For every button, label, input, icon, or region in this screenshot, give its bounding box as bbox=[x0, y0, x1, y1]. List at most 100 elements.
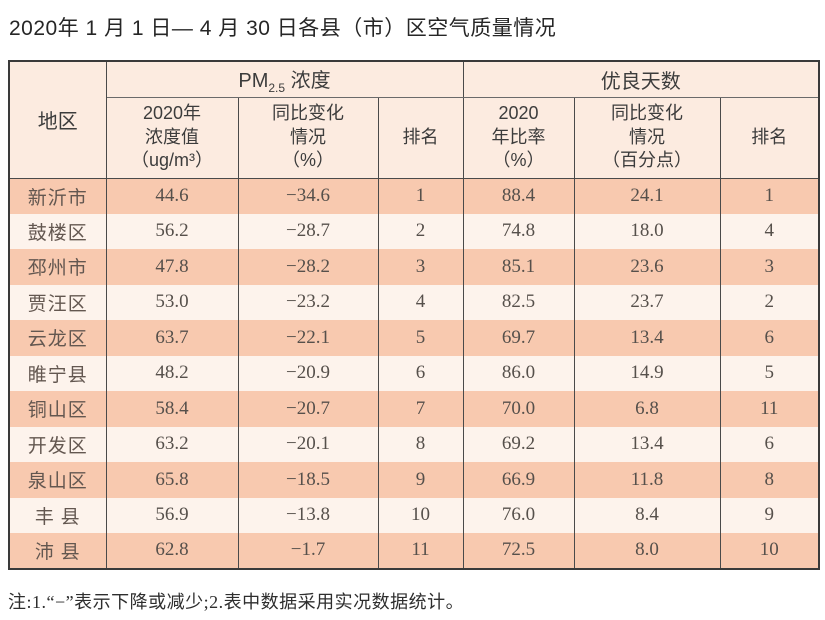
good-ratio-cell: 82.5 bbox=[462, 284, 575, 320]
good-rank-cell: 5 bbox=[719, 355, 820, 391]
region-cell: 开发区 bbox=[8, 426, 107, 462]
pm-change-cell: −28.7 bbox=[237, 213, 379, 249]
table-row: 泉山区 65.8 −18.5 9 66.9 11.8 8 bbox=[8, 462, 820, 498]
pm-change-cell: −20.9 bbox=[237, 355, 379, 391]
pm-rank-cell: 8 bbox=[377, 426, 464, 462]
table-row: 贾汪区 53.0 −23.2 4 82.5 23.7 2 bbox=[8, 284, 820, 320]
table-row: 云龙区 63.7 −22.1 5 69.7 13.4 6 bbox=[8, 320, 820, 356]
good-change-cell: 13.4 bbox=[573, 320, 721, 356]
good-rank-cell: 10 bbox=[719, 533, 820, 569]
pm25-label-suffix: 浓度 bbox=[285, 69, 331, 92]
good-ratio-cell: 69.2 bbox=[462, 426, 575, 462]
good-rank-cell: 6 bbox=[719, 320, 820, 356]
good-change-cell: 11.8 bbox=[573, 462, 721, 498]
pm-rank-column-header: 排名 bbox=[377, 97, 464, 179]
table-row: 邳州市 47.8 −28.2 3 85.1 23.6 3 bbox=[8, 249, 820, 285]
good-ratio-cell: 85.1 bbox=[462, 249, 575, 285]
good-change-cell: 23.7 bbox=[573, 284, 721, 320]
good-change-cell: 14.9 bbox=[573, 355, 721, 391]
pm-rank-cell: 1 bbox=[377, 178, 464, 214]
pm-value-cell: 56.9 bbox=[105, 497, 239, 533]
region-column-header: 地区 bbox=[8, 61, 107, 179]
pm-rank-cell: 10 bbox=[377, 497, 464, 533]
good-ratio-column-header: 2020 年比率 （%） bbox=[462, 97, 575, 179]
table-row: 鼓楼区 56.2 −28.7 2 74.8 18.0 4 bbox=[8, 213, 820, 249]
pm-change-cell: −20.7 bbox=[237, 391, 379, 427]
pm-rank-cell: 6 bbox=[377, 355, 464, 391]
good-ratio-cell: 74.8 bbox=[462, 213, 575, 249]
good-ratio-cell: 66.9 bbox=[462, 462, 575, 498]
good-change-cell: 6.8 bbox=[573, 391, 721, 427]
pm-change-cell: −28.2 bbox=[237, 249, 379, 285]
good-rank-cell: 8 bbox=[719, 462, 820, 498]
footnote: 注:1.“−”表示下降或减少;2.表中数据采用实况数据统计。 bbox=[8, 592, 465, 612]
good-rank-cell: 9 bbox=[719, 497, 820, 533]
pm-rank-cell: 9 bbox=[377, 462, 464, 498]
pm-value-cell: 44.6 bbox=[105, 178, 239, 214]
table-row: 丰 县 56.9 −13.8 10 76.0 8.4 9 bbox=[8, 497, 820, 533]
pm-rank-cell: 4 bbox=[377, 284, 464, 320]
pm-change-cell: −13.8 bbox=[237, 497, 379, 533]
good-change-cell: 8.0 bbox=[573, 533, 721, 569]
table-header: 地区 PM2.5 浓度 优良天数 2020年 浓度值 （ug/m³） 同比变化 … bbox=[8, 61, 820, 179]
pm-rank-cell: 3 bbox=[377, 249, 464, 285]
good-rank-cell: 1 bbox=[719, 178, 820, 214]
good-change-cell: 18.0 bbox=[573, 213, 721, 249]
good-rank-column-header: 排名 bbox=[719, 97, 820, 179]
pm-value-cell: 47.8 bbox=[105, 249, 239, 285]
region-cell: 睢宁县 bbox=[8, 355, 107, 391]
pm-value-cell: 48.2 bbox=[105, 355, 239, 391]
pm-value-cell: 63.7 bbox=[105, 320, 239, 356]
region-cell: 云龙区 bbox=[8, 320, 107, 356]
good-rank-cell: 2 bbox=[719, 284, 820, 320]
table-row: 开发区 63.2 −20.1 8 69.2 13.4 6 bbox=[8, 426, 820, 462]
air-quality-table: 地区 PM2.5 浓度 优良天数 2020年 浓度值 （ug/m³） 同比变化 … bbox=[8, 60, 821, 570]
pm-change-cell: −34.6 bbox=[237, 178, 379, 214]
good-change-cell: 13.4 bbox=[573, 426, 721, 462]
good-change-column-header: 同比变化 情况 （百分点） bbox=[573, 97, 721, 179]
pm-rank-cell: 7 bbox=[377, 391, 464, 427]
good-ratio-cell: 86.0 bbox=[462, 355, 575, 391]
pm-value-cell: 63.2 bbox=[105, 426, 239, 462]
pm-rank-cell: 5 bbox=[377, 320, 464, 356]
region-cell: 邳州市 bbox=[8, 249, 107, 285]
good-change-cell: 24.1 bbox=[573, 178, 721, 214]
table-row: 沛 县 62.8 −1.7 11 72.5 8.0 10 bbox=[8, 533, 820, 569]
pm-rank-cell: 2 bbox=[377, 213, 464, 249]
pm-change-column-header: 同比变化 情况 （%） bbox=[237, 97, 379, 179]
region-cell: 泉山区 bbox=[8, 462, 107, 498]
table-body: 新沂市 44.6 −34.6 1 88.4 24.1 1 鼓楼区 56.2 −2… bbox=[8, 178, 820, 569]
pm-change-cell: −1.7 bbox=[237, 533, 379, 569]
region-cell: 鼓楼区 bbox=[8, 213, 107, 249]
region-cell: 铜山区 bbox=[8, 391, 107, 427]
region-cell: 丰 县 bbox=[8, 497, 107, 533]
good-ratio-cell: 69.7 bbox=[462, 320, 575, 356]
region-cell: 新沂市 bbox=[8, 178, 107, 214]
sub-header-row: 2020年 浓度值 （ug/m³） 同比变化 情况 （%） 排名 2020 年比… bbox=[9, 97, 820, 179]
pm-change-cell: −20.1 bbox=[237, 426, 379, 462]
region-cell: 沛 县 bbox=[8, 533, 107, 569]
good-rank-cell: 4 bbox=[719, 213, 820, 249]
good-ratio-cell: 88.4 bbox=[462, 178, 575, 214]
region-cell: 贾汪区 bbox=[8, 284, 107, 320]
pm25-label-subscript: 2.5 bbox=[268, 80, 286, 95]
pm-value-cell: 58.4 bbox=[105, 391, 239, 427]
good-ratio-cell: 70.0 bbox=[462, 391, 575, 427]
pm-value-column-header: 2020年 浓度值 （ug/m³） bbox=[105, 97, 239, 179]
pm-value-cell: 65.8 bbox=[105, 462, 239, 498]
table-row: 新沂市 44.6 −34.6 1 88.4 24.1 1 bbox=[8, 178, 820, 214]
table-row: 睢宁县 48.2 −20.9 6 86.0 14.9 5 bbox=[8, 355, 820, 391]
page-title: 2020年 1 月 1 日— 4 月 30 日各县（市）区空气质量情况 bbox=[9, 17, 557, 40]
pm-value-cell: 56.2 bbox=[105, 213, 239, 249]
good-days-group-header: 优良天数 bbox=[462, 61, 820, 98]
pm-change-cell: −22.1 bbox=[237, 320, 379, 356]
good-rank-cell: 11 bbox=[719, 391, 820, 427]
pm-rank-cell: 11 bbox=[377, 533, 464, 569]
good-change-cell: 8.4 bbox=[573, 497, 721, 533]
pm-value-cell: 62.8 bbox=[105, 533, 239, 569]
pm-value-cell: 53.0 bbox=[105, 284, 239, 320]
table-row: 铜山区 58.4 −20.7 7 70.0 6.8 11 bbox=[8, 391, 820, 427]
pm25-label-prefix: PM bbox=[238, 69, 269, 92]
good-rank-cell: 3 bbox=[719, 249, 820, 285]
